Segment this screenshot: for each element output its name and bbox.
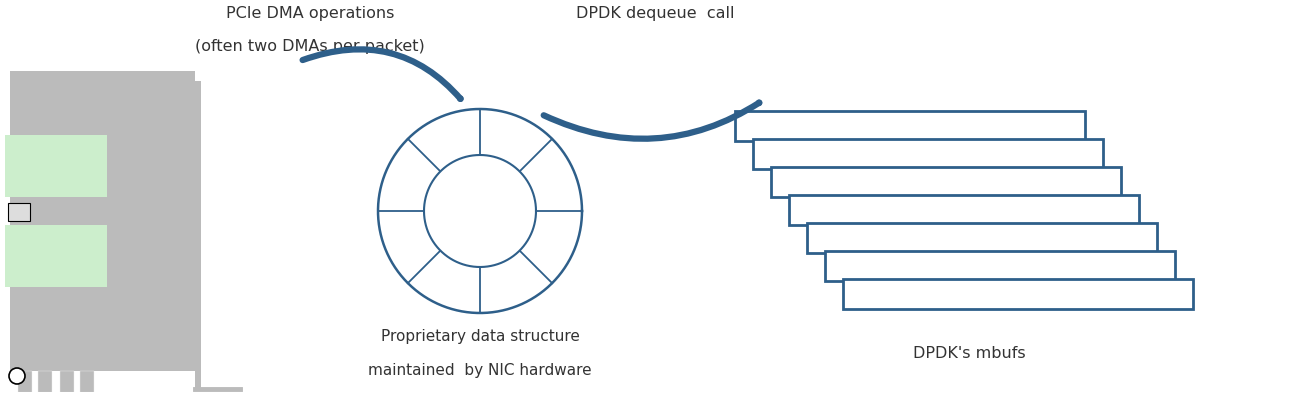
- Bar: [5, 225, 107, 287]
- Bar: [789, 195, 1139, 225]
- Bar: [61, 371, 73, 393]
- Bar: [80, 371, 94, 393]
- Bar: [735, 111, 1085, 141]
- FancyArrowPatch shape: [544, 103, 759, 139]
- Text: Proprietary data structure: Proprietary data structure: [380, 329, 580, 344]
- Text: maintained  by NIC hardware: maintained by NIC hardware: [369, 363, 592, 378]
- Text: DPDK dequeue  call: DPDK dequeue call: [576, 6, 735, 21]
- Bar: [825, 251, 1176, 281]
- Text: PCIe DMA operations: PCIe DMA operations: [226, 6, 394, 21]
- Text: (often two DMAs per packet): (often two DMAs per packet): [195, 39, 425, 54]
- Bar: [18, 371, 32, 393]
- Bar: [5, 135, 107, 197]
- Bar: [8, 203, 30, 221]
- FancyArrowPatch shape: [303, 50, 460, 99]
- Bar: [753, 139, 1103, 169]
- Bar: [807, 223, 1158, 253]
- Bar: [195, 81, 201, 351]
- Bar: [37, 371, 52, 393]
- Bar: [195, 349, 201, 389]
- Bar: [843, 279, 1194, 309]
- Circle shape: [424, 155, 536, 267]
- Circle shape: [378, 109, 583, 313]
- Bar: [771, 167, 1121, 197]
- Circle shape: [9, 368, 24, 384]
- Bar: [10, 71, 195, 371]
- Text: DPDK's mbufs: DPDK's mbufs: [913, 346, 1025, 361]
